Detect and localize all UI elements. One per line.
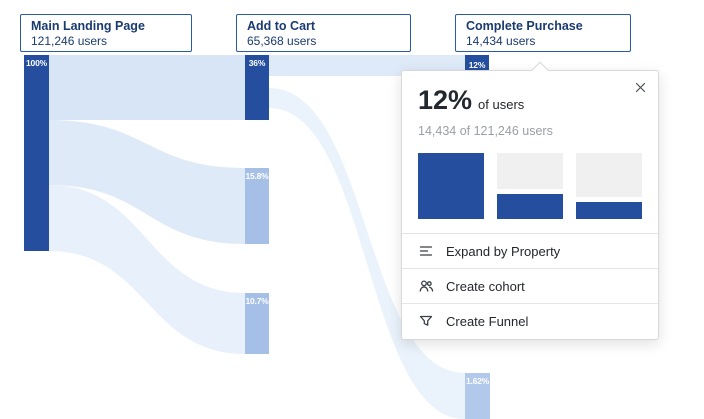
- flow-step1-to-10.7[interactable]: [49, 185, 245, 354]
- step-label: Main Landing Page: [31, 19, 145, 33]
- cohort-icon: [418, 278, 434, 294]
- step-users: 14,434 users: [466, 34, 536, 48]
- step-label: Complete Purchase: [466, 19, 583, 33]
- node-details-popover: 12% of users 14,434 of 121,246 users: [401, 61, 659, 340]
- expand-property-icon: [418, 243, 434, 259]
- mini-bar-step1: [418, 153, 484, 219]
- step-users: 121,246 users: [31, 34, 108, 48]
- step-users: 65,368 users: [247, 34, 317, 48]
- node-percentage: 100%: [26, 58, 47, 68]
- sankey-node-step1-100[interactable]: 100%: [24, 55, 49, 251]
- mini-bar-background: [497, 153, 563, 189]
- popover-percentage-suffix: of users: [478, 97, 525, 112]
- funnel-icon: [418, 313, 434, 329]
- sankey-node-1.62[interactable]: 1.62%: [465, 373, 490, 419]
- flow-step1-to-36[interactable]: [49, 55, 245, 120]
- sankey-node-step2-15.8[interactable]: 15.8%: [245, 168, 269, 244]
- node-percentage: 12%: [468, 60, 486, 70]
- node-percentage: 15.8%: [245, 171, 269, 181]
- menu-item-create-funnel[interactable]: Create Funnel: [402, 303, 658, 338]
- popover-percentage: 12%: [418, 85, 473, 115]
- mini-bar-group: [418, 153, 484, 219]
- flow-step1-to-15.8[interactable]: [49, 120, 245, 244]
- step-header-main-landing-page[interactable]: Main Landing Page 121,246 users: [20, 14, 192, 52]
- mini-bar-group: [576, 153, 642, 219]
- menu-item-create-cohort[interactable]: Create cohort: [402, 268, 658, 303]
- menu-item-label: Create Funnel: [446, 313, 529, 329]
- sankey-node-step2-10.7[interactable]: 10.7%: [245, 293, 269, 354]
- mini-bar-step2: [497, 193, 563, 219]
- popover-headline: 12% of users: [418, 85, 642, 120]
- node-percentage: 10.7%: [245, 296, 269, 306]
- popover-user-counts: 14,434 of 121,246 users: [418, 124, 553, 138]
- menu-item-expand-by-property[interactable]: Expand by Property: [402, 233, 658, 268]
- menu-item-label: Create cohort: [446, 278, 525, 294]
- sankey-node-step2-36[interactable]: 36%: [245, 55, 269, 120]
- step-label: Add to Cart: [247, 19, 316, 33]
- mini-funnel-chart: [418, 153, 642, 219]
- step-header-add-to-cart[interactable]: Add to Cart 65,368 users: [236, 14, 411, 52]
- mini-bar-group: [497, 153, 563, 219]
- close-icon[interactable]: [632, 79, 648, 95]
- mini-bar-step3: [576, 201, 642, 219]
- node-percentage: 36%: [248, 58, 266, 68]
- mini-bar-background: [576, 153, 642, 197]
- step-header-complete-purchase[interactable]: Complete Purchase 14,434 users: [455, 14, 631, 52]
- menu-item-label: Expand by Property: [446, 243, 561, 259]
- popover-menu: Expand by Property Create cohort Create …: [402, 233, 658, 338]
- node-percentage: 1.62%: [465, 376, 490, 386]
- flow-to-1.62[interactable]: [269, 88, 465, 419]
